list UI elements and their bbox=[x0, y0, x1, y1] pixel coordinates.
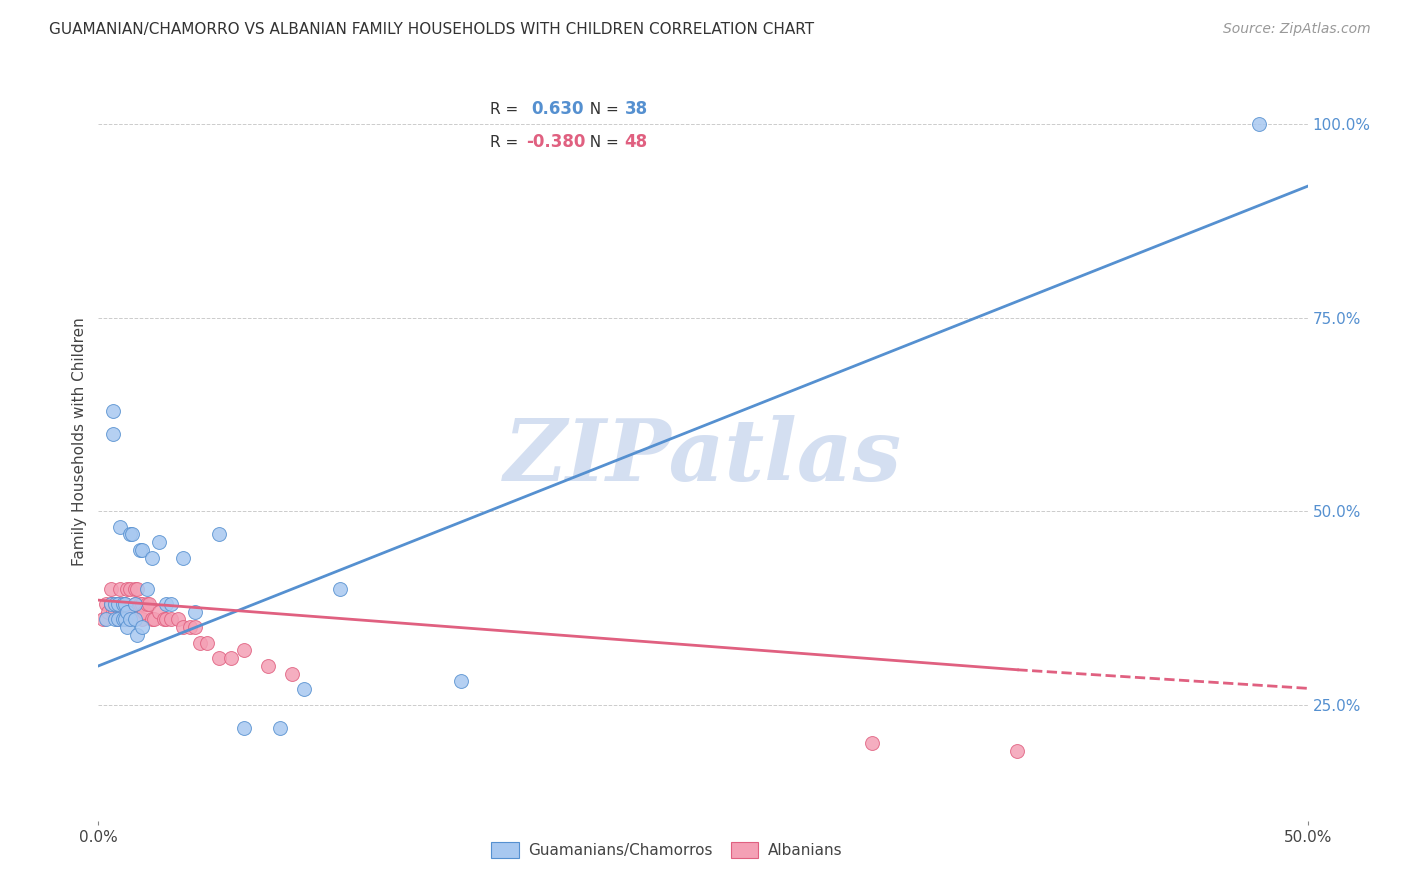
Point bbox=[117, 612, 139, 626]
Point bbox=[100, 582, 122, 596]
Text: 0.630: 0.630 bbox=[531, 101, 583, 119]
Point bbox=[101, 426, 124, 441]
Point bbox=[143, 612, 166, 626]
Point bbox=[121, 605, 143, 619]
Point bbox=[108, 605, 131, 619]
Point bbox=[155, 597, 177, 611]
Text: 38: 38 bbox=[624, 101, 648, 119]
Text: N =: N = bbox=[579, 135, 623, 150]
Point bbox=[94, 597, 117, 611]
Point bbox=[111, 597, 134, 611]
Point bbox=[152, 612, 174, 626]
Point bbox=[208, 527, 231, 541]
Point bbox=[195, 636, 218, 650]
Point bbox=[135, 597, 157, 611]
Point bbox=[128, 597, 150, 611]
Point bbox=[111, 597, 134, 611]
Point bbox=[104, 597, 127, 611]
Point bbox=[172, 620, 194, 634]
Point bbox=[155, 612, 177, 626]
Point bbox=[138, 597, 160, 611]
Point bbox=[184, 620, 207, 634]
Point bbox=[108, 519, 131, 533]
Point bbox=[111, 605, 134, 619]
Point bbox=[131, 597, 153, 611]
Y-axis label: Family Households with Children: Family Households with Children bbox=[72, 318, 87, 566]
Point bbox=[118, 582, 141, 596]
Point bbox=[114, 597, 136, 611]
Point bbox=[124, 597, 146, 611]
Point bbox=[124, 597, 146, 611]
Text: -0.380: -0.380 bbox=[526, 133, 586, 151]
Point bbox=[117, 605, 139, 619]
Text: Source: ZipAtlas.com: Source: ZipAtlas.com bbox=[1223, 22, 1371, 37]
Point bbox=[118, 527, 141, 541]
Legend: Guamanians/Chamorros, Albanians: Guamanians/Chamorros, Albanians bbox=[484, 835, 849, 866]
Point bbox=[292, 682, 315, 697]
Point bbox=[232, 643, 254, 657]
Point bbox=[100, 597, 122, 611]
Point bbox=[94, 612, 117, 626]
Point bbox=[188, 636, 211, 650]
Point bbox=[450, 674, 472, 689]
Point bbox=[148, 605, 170, 619]
Point bbox=[141, 612, 163, 626]
Point bbox=[131, 612, 153, 626]
Point bbox=[114, 597, 136, 611]
Text: R =: R = bbox=[491, 102, 523, 117]
Point bbox=[135, 582, 157, 596]
Point bbox=[127, 628, 149, 642]
Point bbox=[104, 612, 127, 626]
Point bbox=[118, 612, 141, 626]
Point bbox=[160, 612, 183, 626]
Point bbox=[118, 605, 141, 619]
Point bbox=[117, 582, 139, 596]
Point bbox=[141, 550, 163, 565]
Point bbox=[329, 582, 352, 596]
Point bbox=[131, 542, 153, 557]
Point bbox=[100, 597, 122, 611]
Point bbox=[107, 612, 129, 626]
Point bbox=[97, 605, 120, 619]
Point bbox=[179, 620, 201, 634]
Point bbox=[111, 612, 134, 626]
Text: ZIPatlas: ZIPatlas bbox=[503, 415, 903, 499]
Point bbox=[108, 582, 131, 596]
Point bbox=[1249, 117, 1271, 131]
Point bbox=[104, 597, 127, 611]
Point bbox=[160, 597, 183, 611]
Point bbox=[860, 736, 883, 750]
Point bbox=[184, 605, 207, 619]
Point bbox=[128, 542, 150, 557]
Point bbox=[148, 535, 170, 549]
Point bbox=[91, 612, 114, 626]
Point bbox=[101, 605, 124, 619]
Point bbox=[101, 403, 124, 417]
Text: GUAMANIAN/CHAMORRO VS ALBANIAN FAMILY HOUSEHOLDS WITH CHILDREN CORRELATION CHART: GUAMANIAN/CHAMORRO VS ALBANIAN FAMILY HO… bbox=[49, 22, 814, 37]
Point bbox=[269, 721, 291, 735]
Point bbox=[127, 582, 149, 596]
Point bbox=[104, 605, 127, 619]
Text: 48: 48 bbox=[624, 133, 648, 151]
Point bbox=[208, 651, 231, 665]
Point bbox=[124, 582, 146, 596]
Point bbox=[131, 620, 153, 634]
Point bbox=[134, 605, 156, 619]
Point bbox=[117, 620, 139, 634]
Text: N =: N = bbox=[579, 102, 623, 117]
Point bbox=[107, 597, 129, 611]
Point bbox=[256, 659, 278, 673]
Point bbox=[1007, 744, 1029, 758]
Text: R =: R = bbox=[491, 135, 523, 150]
Point bbox=[167, 612, 190, 626]
Point bbox=[281, 666, 304, 681]
Point bbox=[221, 651, 243, 665]
Point bbox=[107, 597, 129, 611]
Point bbox=[107, 612, 129, 626]
Point bbox=[124, 612, 146, 626]
Point bbox=[114, 612, 136, 626]
Point bbox=[232, 721, 254, 735]
Point bbox=[121, 527, 143, 541]
Point bbox=[172, 550, 194, 565]
